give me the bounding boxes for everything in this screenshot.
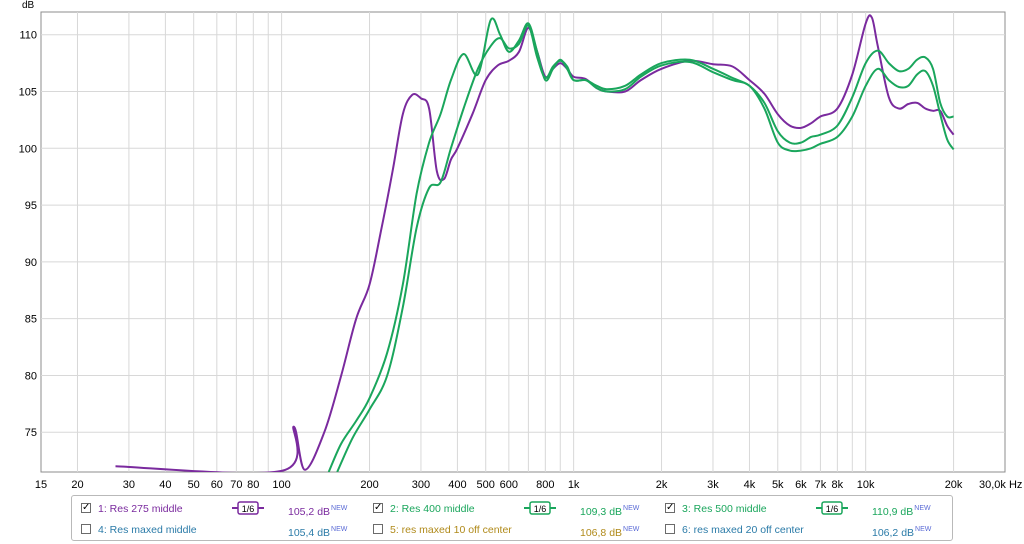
legend-label: 1: Res 275 middle (98, 503, 183, 515)
legend-item: ✓ 1: Res 275 middle 1/6 105,2 dBNEW (72, 499, 362, 519)
legend-checkbox[interactable]: ✓ (665, 502, 675, 513)
legend-item: ✓ 3: Res 500 middle 1/6 110,9 dBNEW (656, 499, 946, 519)
chart-canvas: 75 80 85 90 95 100 105 110 15 20 30 40 50 60 70 80 100 20… (19, 0, 1023, 491)
smoothing-badge[interactable]: 1/6 (232, 501, 264, 515)
x-tick-label: 50 (188, 479, 200, 491)
x-tick-label: 80 (247, 479, 259, 491)
y-tick-label: 75 (25, 427, 37, 439)
legend-item: 5: res maxed 10 off center 106,8 dBNEW (364, 520, 654, 540)
legend-level-value: 106,8 dBNEW (580, 526, 640, 539)
x-tick-label: 100 (272, 479, 290, 491)
new-badge: NEW (915, 526, 932, 533)
x-tick-label: 800 (536, 479, 554, 491)
new-badge: NEW (914, 505, 931, 512)
x-tick-label: 1k (568, 479, 580, 491)
y-tick-label: 90 (25, 257, 37, 269)
y-axis-unit: dB (22, 0, 35, 11)
grid-layer (41, 12, 1005, 472)
legend-label: 3: Res 500 middle (682, 503, 767, 515)
x-tick-label: 20 (71, 479, 83, 491)
y-tick-label: 105 (19, 87, 37, 99)
legend-row: ✓ 1: Res 275 middle 1/6 105,2 dBNEW ✓ 2: Res … (72, 499, 952, 519)
legend-level-value: 109,3 dBNEW (580, 505, 640, 518)
series-line (327, 17, 954, 472)
legend-item: 4: Res maxed middle 105,4 dBNEW (72, 520, 362, 540)
x-tick-label: 5k (772, 479, 784, 491)
legend-item: ✓ 2: Res 400 middle 1/6 109,3 dBNEW (364, 499, 654, 519)
smoothing-label: 1/6 (534, 504, 547, 514)
legend-panel: ✓ 1: Res 275 middle 1/6 105,2 dBNEW ✓ 2: Res … (71, 495, 953, 541)
legend-label: 2: Res 400 middle (390, 503, 475, 515)
legend-checkbox[interactable]: ✓ (81, 502, 91, 513)
x-tick-label: 8k (832, 479, 844, 491)
frequency-response-chart: 75 80 85 90 95 100 105 110 15 20 30 40 50 60 70 80 100 20… (19, 0, 1023, 491)
axis-layer: 75 80 85 90 95 100 105 110 15 20 30 40 50 60 70 80 100 20… (19, 30, 1023, 491)
y-tick-label: 95 (25, 200, 37, 212)
series-layer (115, 14, 955, 472)
new-badge: NEW (623, 505, 640, 512)
y-tick-label: 100 (19, 143, 37, 155)
plot-area (40, 11, 1006, 473)
new-badge: NEW (331, 505, 348, 512)
x-tick-label: 30 (123, 479, 135, 491)
y-tick-label: 85 (25, 314, 37, 326)
x-tick-label: 10k (857, 479, 875, 491)
legend-level-value: 110,9 dBNEW (872, 505, 931, 518)
legend-label: 6: res maxed 20 off center (682, 524, 804, 536)
legend-checkbox[interactable] (373, 524, 383, 534)
x-tick-label: 30,0k Hz (979, 479, 1022, 491)
smoothing-badge[interactable]: 1/6 (524, 501, 556, 515)
series-line (115, 14, 955, 472)
smoothing-badge[interactable]: 1/6 (816, 501, 848, 515)
legend-checkbox[interactable] (81, 524, 91, 534)
legend-label: 4: Res maxed middle (98, 524, 197, 536)
x-tick-label: 70 (230, 479, 242, 491)
legend-level-value: 106,2 dBNEW (872, 526, 932, 539)
x-tick-label: 200 (360, 479, 378, 491)
legend-row: 4: Res maxed middle 105,4 dBNEW 5: res max… (72, 520, 952, 540)
legend-label: 5: res maxed 10 off center (390, 524, 512, 536)
legend-item: 6: res maxed 20 off center 106,2 dBNEW (656, 520, 946, 540)
x-tick-label: 400 (448, 479, 466, 491)
x-tick-label: 15 (35, 479, 47, 491)
x-tick-label: 60 (211, 479, 223, 491)
new-badge: NEW (623, 526, 640, 533)
y-tick-label: 110 (19, 30, 37, 42)
smoothing-label: 1/6 (826, 504, 839, 514)
x-tick-label: 2k (656, 479, 668, 491)
x-tick-label: 3k (707, 479, 719, 491)
legend-checkbox[interactable] (665, 524, 675, 534)
x-tick-label: 300 (412, 479, 430, 491)
y-tick-label: 80 (25, 370, 37, 382)
x-tick-label: 4k (744, 479, 756, 491)
legend-checkbox[interactable]: ✓ (373, 502, 383, 513)
x-tick-label: 6k (795, 479, 807, 491)
x-tick-label: 7k (815, 479, 827, 491)
x-tick-label: 40 (159, 479, 171, 491)
x-tick-label: 500 (477, 479, 495, 491)
legend-level-value: 105,2 dBNEW (288, 505, 348, 518)
x-tick-label: 600 (500, 479, 518, 491)
x-tick-label: 20k (945, 479, 963, 491)
smoothing-label: 1/6 (242, 504, 255, 514)
series-line (336, 24, 955, 472)
new-badge: NEW (331, 526, 348, 533)
legend-level-value: 105,4 dBNEW (288, 526, 348, 539)
